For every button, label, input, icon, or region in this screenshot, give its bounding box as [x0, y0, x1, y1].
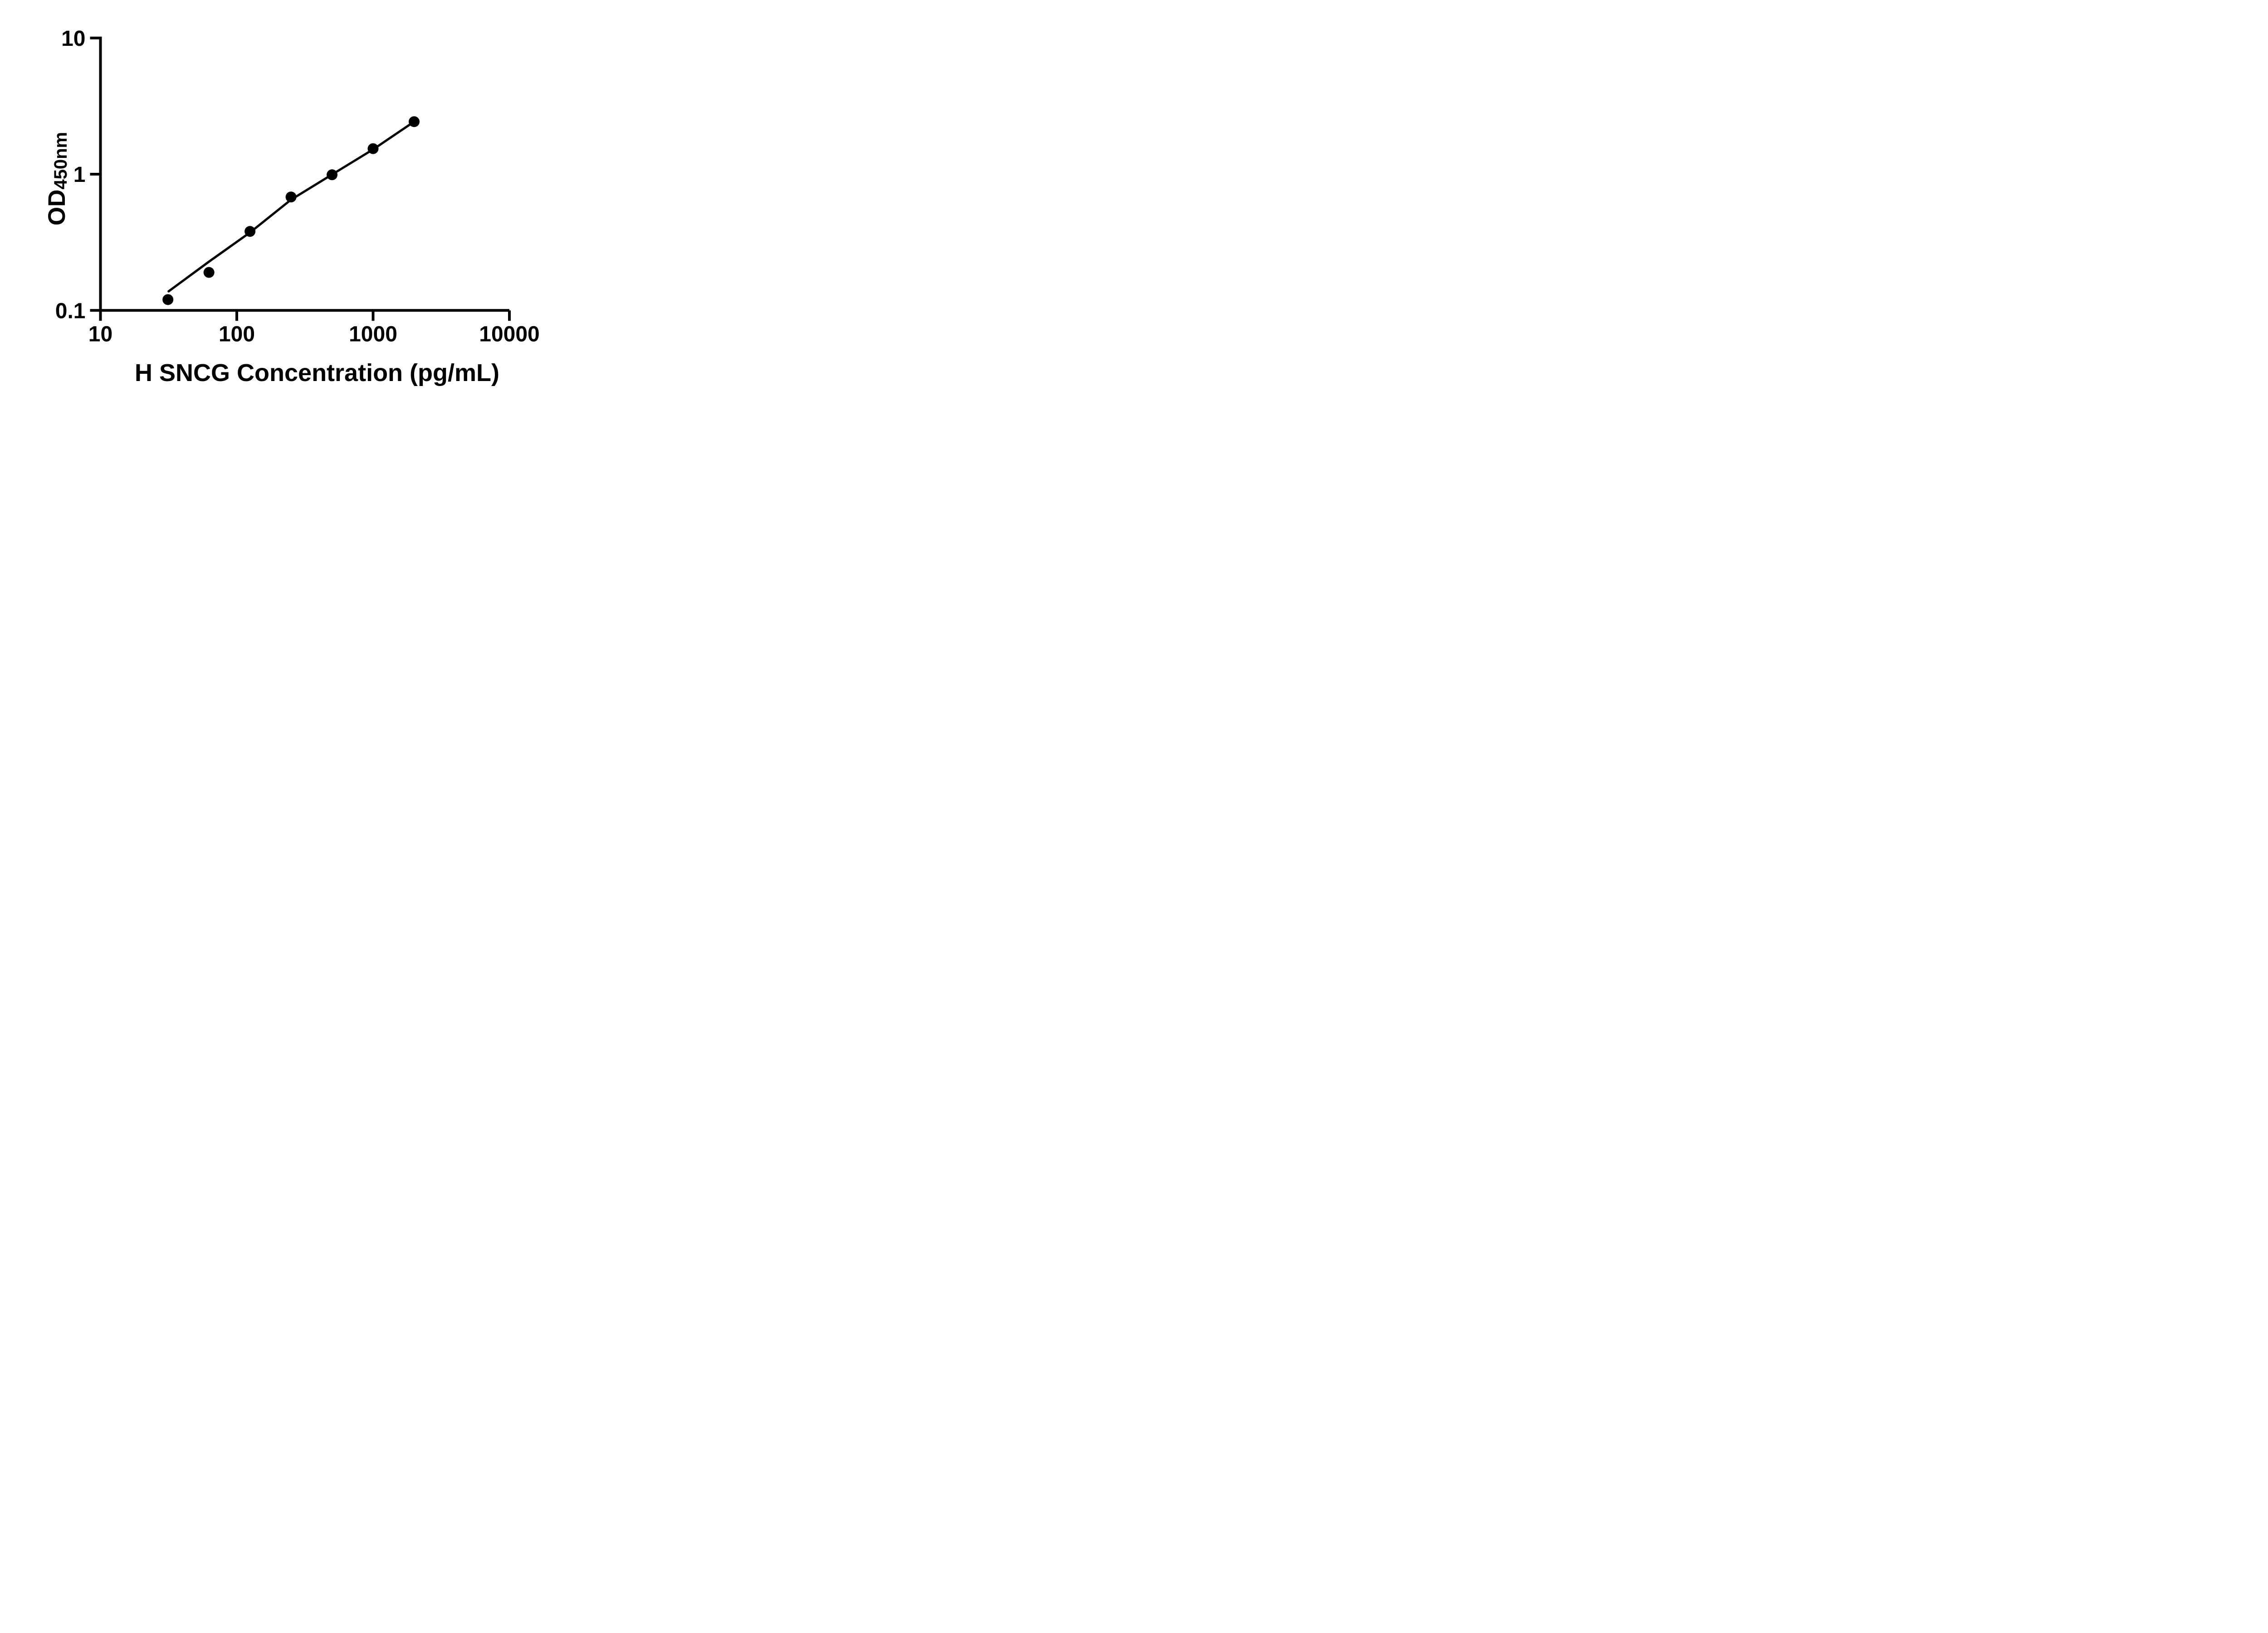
data-points-layer: [162, 116, 420, 305]
standard-curve-figure: 10 100 1000 10000 10 1 0.1 H SNCG Concentratio…: [0, 0, 572, 408]
y-axis-title: OD450nm: [44, 132, 71, 225]
data-point: [162, 294, 174, 305]
x-tick-label: 10: [88, 322, 112, 346]
y-axis-title-sub: 450nm: [51, 132, 71, 190]
data-point: [408, 116, 420, 127]
data-point: [244, 226, 256, 237]
data-point: [367, 143, 379, 154]
x-tick-label: 100: [219, 322, 255, 346]
y-axis-title-main: OD: [44, 190, 70, 226]
data-point: [203, 267, 215, 278]
y-tick-label: 10: [61, 27, 85, 51]
x-tick-label: 10000: [479, 322, 539, 346]
axes-layer: [90, 36, 511, 321]
tick-labels-layer: 10 100 1000 10000 10 1 0.1: [55, 27, 540, 347]
x-axis-title: H SNCG Concentration (pg/mL): [135, 359, 499, 386]
x-tick-label: 1000: [349, 322, 397, 346]
y-tick-label: 1: [73, 163, 86, 187]
y-tick-label: 0.1: [55, 299, 86, 323]
data-point: [327, 169, 338, 181]
standard-curve-chart: 10 100 1000 10000 10 1 0.1 H SNCG Concentratio…: [44, 27, 540, 386]
data-point: [285, 191, 297, 203]
